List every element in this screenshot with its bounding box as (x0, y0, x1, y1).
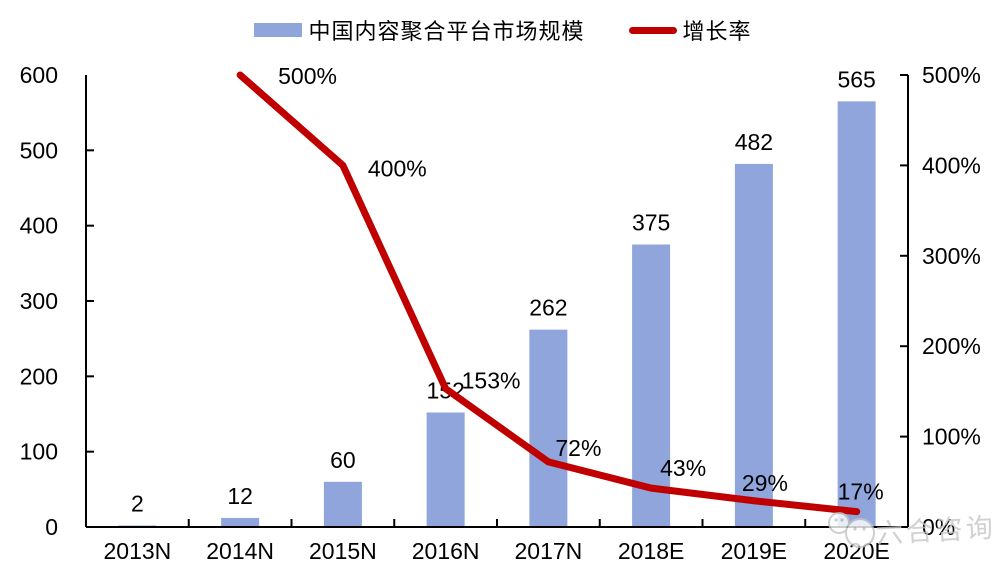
bar-2014N (221, 517, 260, 527)
left-axis-tick-label: 200 (20, 363, 58, 389)
legend-label-market-size: 中国内容聚合平台市场规模 (308, 19, 585, 44)
bar-value-label: 482 (735, 129, 773, 155)
x-axis-category-label: 2016N (412, 538, 480, 564)
right-axis-tick-label: 200% (922, 333, 981, 359)
line-value-label: 17% (838, 479, 884, 505)
bar-value-label: 2 (131, 490, 144, 516)
watermark-logo-icon (845, 518, 875, 548)
line-value-label: 72% (555, 435, 601, 461)
bar-legend-swatch-icon (254, 23, 303, 37)
watermark-logo-eye-icon (840, 518, 844, 522)
right-axis-tick-label: 300% (922, 243, 981, 269)
line-value-label: 500% (278, 63, 337, 89)
bar-2016N (426, 412, 465, 527)
bar-2018E (632, 244, 671, 527)
bar-value-label: 565 (837, 66, 875, 92)
right-axis-tick-label: 500% (922, 62, 981, 88)
x-axis-category-label: 2013N (103, 538, 171, 564)
left-axis-tick-label: 400 (20, 213, 58, 239)
left-axis-tick-label: 600 (20, 62, 58, 88)
left-axis-tick-label: 500 (20, 137, 58, 163)
bar-value-label: 375 (632, 210, 670, 236)
legend-item-growth-rate: 增长率 (628, 14, 752, 46)
watermark: 六合咨询 (828, 512, 997, 549)
line-value-label: 153% (462, 368, 521, 394)
watermark-logo-eye-icon (853, 527, 857, 531)
bar-value-label: 60 (330, 447, 356, 473)
line-value-label: 29% (742, 470, 788, 496)
bar-value-label: 262 (529, 295, 567, 321)
watermark-logo-eye-icon (834, 518, 838, 522)
bar-2020E (837, 101, 876, 527)
x-axis-category-label: 2015N (309, 538, 377, 564)
line-value-label: 400% (368, 155, 427, 181)
x-axis-category-label: 2017N (514, 538, 582, 564)
legend-item-market-size: 中国内容聚合平台市场规模 (254, 14, 584, 46)
left-axis-tick-label: 300 (20, 288, 58, 314)
line-value-label: 43% (660, 455, 706, 481)
right-axis-tick-label: 0% (922, 514, 955, 540)
chart-legend: 中国内容聚合平台市场规模 增长率 (0, 14, 1006, 46)
right-axis-tick-label: 100% (922, 424, 981, 450)
bar-2017N (529, 329, 568, 527)
legend-label-growth-rate: 增长率 (682, 19, 752, 44)
left-axis-tick-label: 100 (20, 439, 58, 465)
line-legend-swatch-icon (628, 26, 677, 34)
x-axis-category-label: 2018E (618, 538, 685, 564)
bar-value-label: 12 (227, 483, 253, 509)
growth-line (236, 71, 861, 516)
right-axis-tick-label: 400% (922, 152, 981, 178)
x-axis-category-label: 2019E (721, 538, 788, 564)
x-axis-category-label: 2014N (206, 538, 274, 564)
watermark-text: 六合咨询 (875, 513, 996, 549)
left-axis-tick-label: 0 (45, 514, 58, 540)
watermark-logo-eye-icon (862, 527, 866, 531)
bar-2019E (734, 163, 773, 528)
bar-2015N (323, 481, 362, 527)
